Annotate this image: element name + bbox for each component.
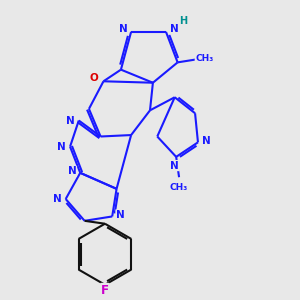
- Text: O: O: [90, 74, 99, 83]
- Text: N: N: [53, 194, 62, 204]
- Text: CH₃: CH₃: [170, 183, 188, 192]
- Text: N: N: [66, 116, 74, 125]
- Text: N: N: [202, 136, 211, 146]
- Text: N: N: [68, 167, 76, 176]
- Text: N: N: [118, 24, 127, 34]
- Text: H: H: [179, 16, 188, 26]
- Text: N: N: [116, 210, 125, 220]
- Text: N: N: [57, 142, 66, 152]
- Text: CH₃: CH₃: [195, 54, 214, 63]
- Text: N: N: [170, 24, 178, 34]
- Text: N: N: [170, 160, 179, 171]
- Text: F: F: [101, 284, 109, 296]
